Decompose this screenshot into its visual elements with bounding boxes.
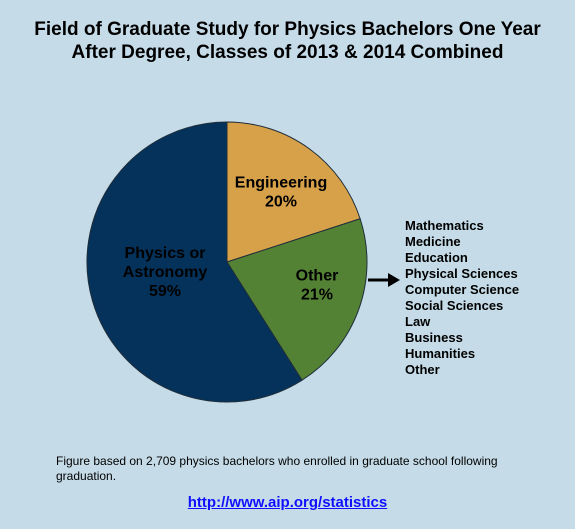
slice-label: Physics or Astronomy 59% (123, 245, 208, 300)
other-breakdown-item: Other (405, 362, 440, 377)
other-breakdown-item: Computer Science (405, 282, 520, 297)
pie-slice-physics-or-astronomy (86, 121, 303, 403)
other-breakdown-item: Mathematics (405, 218, 484, 233)
other-breakdown-item: Physical Sciences (405, 266, 518, 281)
chart-title: Field of Graduate Study for Physics Bach… (0, 18, 575, 64)
pie-slice-other (226, 218, 368, 381)
arrow-right-icon (388, 273, 400, 287)
footnote: Figure based on 2,709 physics bachelors … (56, 454, 498, 483)
slice-category-label: Physics or (125, 245, 206, 262)
other-breakdown-list: Mathematics Medicine Education Physical Sci… (405, 218, 519, 378)
slice-category-label: Other (296, 268, 339, 285)
slice-category-label: Astronomy (123, 264, 208, 281)
pie-slice-engineering (226, 121, 361, 263)
slice-label: Other 21% (296, 268, 339, 304)
slice-value-label: 21% (301, 287, 333, 304)
slice-value-label: 20% (265, 194, 297, 211)
other-breakdown-item: Law (405, 314, 431, 329)
chart-title-line-2: After Degree, Classes of 2013 & 2014 Com… (71, 42, 504, 63)
slice-value-label: 59% (149, 283, 181, 300)
other-breakdown-item: Education (405, 250, 468, 265)
other-breakdown-item: Social Sciences (405, 298, 504, 313)
source-link[interactable]: http://www.aip.org/statistics (187, 494, 388, 511)
other-breakdown-item: Medicine (405, 234, 461, 249)
slice-category-label: Engineering (235, 175, 327, 192)
other-breakdown-item: Business (405, 330, 463, 345)
slice-label: Engineering 20% (235, 175, 327, 211)
chart-title-line-1: Field of Graduate Study for Physics Bach… (34, 19, 541, 40)
other-breakdown-item: Humanities (405, 346, 476, 361)
